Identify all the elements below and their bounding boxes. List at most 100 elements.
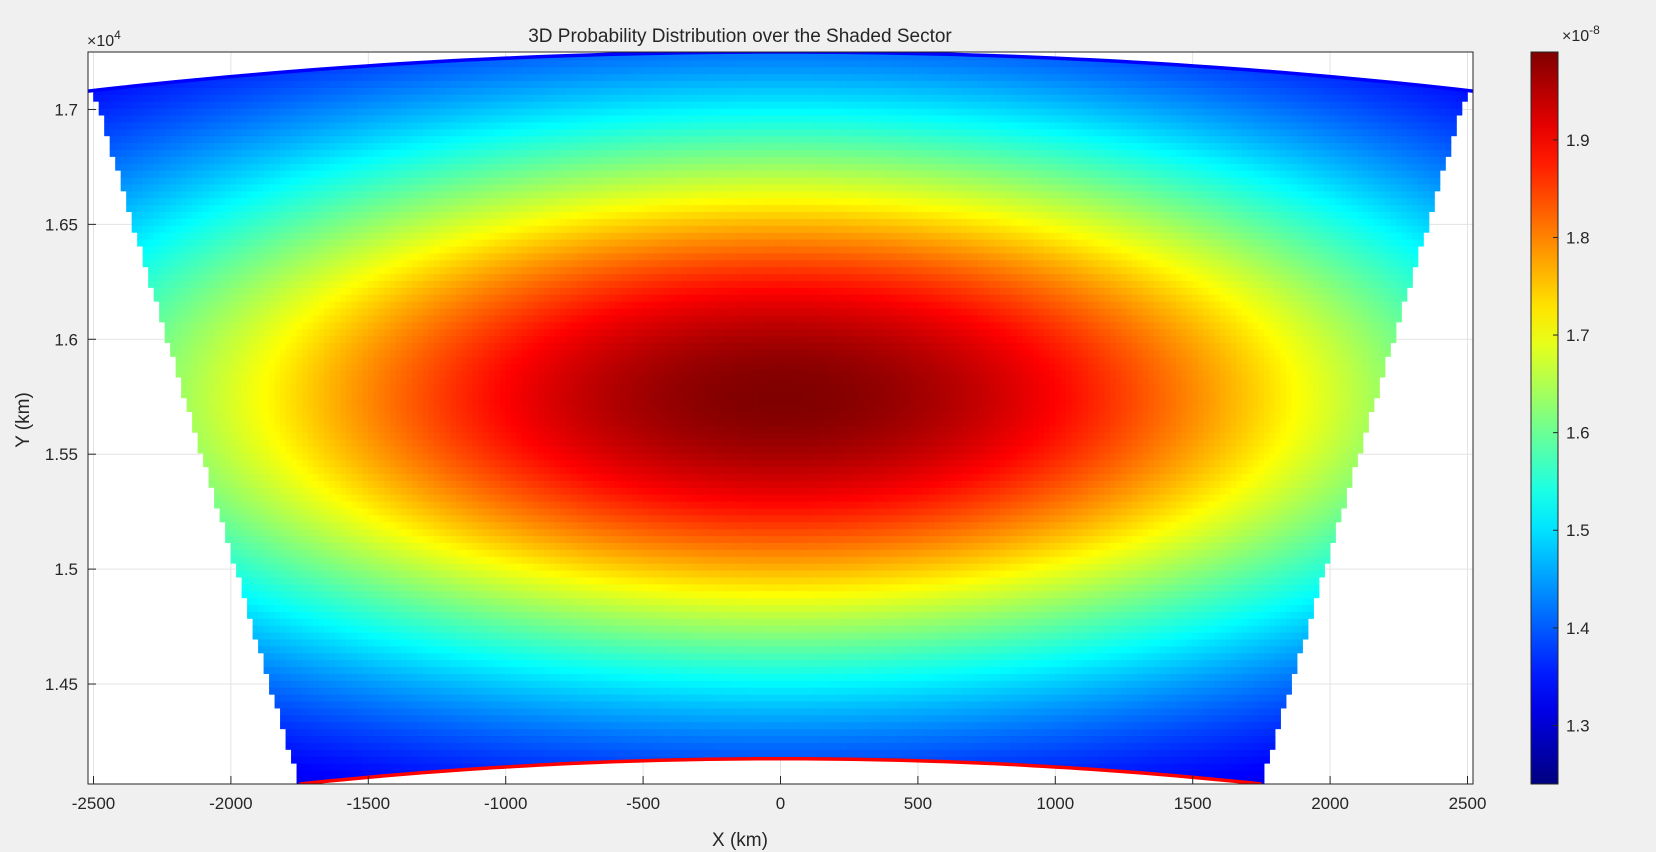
heatmap-cell — [1159, 742, 1166, 750]
heatmap-cell — [1291, 666, 1298, 674]
heatmap-cell — [1076, 721, 1084, 730]
heatmap-cell — [1258, 625, 1265, 633]
heatmap-cell — [813, 659, 820, 668]
heatmap-cell — [917, 687, 924, 695]
heatmap-cell — [648, 645, 655, 654]
heatmap-cell — [829, 604, 836, 612]
heatmap-cell — [1247, 742, 1254, 750]
heatmap-cell — [983, 590, 990, 599]
heatmap-cell — [648, 714, 655, 723]
heatmap-cell — [664, 742, 671, 750]
heatmap-cell — [868, 659, 875, 668]
heatmap-cell — [543, 638, 550, 647]
heatmap-cell — [835, 707, 842, 716]
heatmap-cell — [725, 714, 732, 723]
heatmap-cell — [1093, 632, 1100, 640]
heatmap-cell — [296, 597, 303, 606]
heatmap-cell — [1044, 714, 1051, 723]
heatmap-cell — [450, 721, 457, 730]
heatmap-cell — [1230, 666, 1237, 674]
heatmap-cell — [626, 645, 633, 654]
heatmap-cell — [857, 604, 864, 612]
heatmap-cell — [1269, 742, 1276, 750]
heatmap-cell — [571, 638, 578, 647]
heatmap-cell — [1098, 763, 1106, 771]
heatmap-cell — [1060, 756, 1067, 764]
heatmap-cell — [554, 694, 561, 702]
heatmap-cell — [351, 680, 358, 688]
heatmap-cell — [1263, 735, 1270, 743]
heatmap-cell — [565, 728, 572, 737]
heatmap-cell — [884, 583, 891, 592]
heatmap-cell — [1148, 680, 1155, 688]
heatmap-cell — [318, 666, 325, 674]
heatmap-cell — [1186, 714, 1194, 723]
heatmap-cell — [1126, 618, 1133, 626]
heatmap-cell — [714, 714, 721, 723]
heatmap-cell — [642, 728, 649, 737]
heatmap-cell — [851, 728, 858, 737]
heatmap-cell — [593, 728, 600, 737]
heatmap-cell — [538, 618, 545, 626]
heatmap-cell — [670, 590, 677, 599]
heatmap-cell — [565, 604, 572, 612]
heatmap-cell — [433, 714, 441, 723]
heatmap-cell — [1120, 707, 1128, 716]
heatmap-cell — [461, 583, 468, 592]
heatmap-cell — [1137, 597, 1144, 606]
heatmap-cell — [1137, 714, 1144, 723]
heatmap-cell — [1258, 707, 1265, 716]
heatmap-cell — [461, 638, 468, 647]
heatmap-cell — [747, 694, 754, 702]
heatmap-cell — [873, 625, 880, 633]
heatmap-cell — [956, 666, 963, 674]
heatmap-cell — [615, 611, 622, 619]
heatmap-cell — [269, 659, 276, 668]
heatmap-cell — [554, 728, 561, 737]
heatmap-cell — [285, 700, 292, 709]
heatmap-cell — [1087, 687, 1095, 695]
heatmap-cell — [1016, 673, 1023, 681]
heatmap-cell — [1258, 742, 1265, 750]
heatmap-cell — [961, 611, 968, 619]
heatmap-cell — [642, 597, 649, 606]
heatmap-cell — [956, 694, 963, 702]
heatmap-cell — [736, 728, 743, 737]
heatmap-cell — [785, 645, 792, 654]
heatmap-cell — [543, 707, 550, 716]
heatmap-cell — [868, 735, 875, 743]
heatmap-cell — [543, 618, 550, 626]
heatmap-cell — [576, 756, 583, 764]
heatmap-cell — [340, 645, 347, 654]
heatmap-cell — [1033, 590, 1040, 599]
heatmap-cell — [1280, 632, 1287, 640]
heatmap-cell — [488, 756, 496, 764]
heatmap-cell — [494, 756, 501, 764]
heatmap-cell — [324, 604, 331, 612]
heatmap-cell — [1225, 769, 1232, 778]
heatmap-cell — [1197, 659, 1204, 668]
heatmap-cell — [1269, 618, 1276, 626]
heatmap-cell — [956, 645, 963, 654]
heatmap-cell — [340, 666, 347, 674]
heatmap-cell — [747, 707, 754, 716]
heatmap-cell — [1263, 742, 1270, 750]
heatmap-cell — [1258, 666, 1265, 674]
heatmap-cell — [510, 597, 517, 606]
heatmap-cell — [1263, 666, 1270, 674]
heatmap-cell — [1109, 742, 1117, 750]
heatmap-cell — [1230, 700, 1237, 709]
heatmap-cell — [653, 680, 660, 688]
heatmap-cell — [642, 756, 649, 762]
heatmap-cell — [824, 749, 831, 757]
heatmap-cell — [1137, 749, 1144, 757]
heatmap-cell — [1230, 776, 1237, 782]
heatmap-cell — [741, 680, 748, 688]
heatmap-cell — [1219, 756, 1226, 764]
heatmap-cell — [538, 652, 545, 661]
heatmap-cell — [351, 694, 358, 702]
heatmap-cell — [901, 749, 908, 757]
heatmap-cell — [1291, 638, 1298, 647]
heatmap-cell — [307, 707, 314, 716]
heatmap-cell — [1159, 707, 1166, 716]
